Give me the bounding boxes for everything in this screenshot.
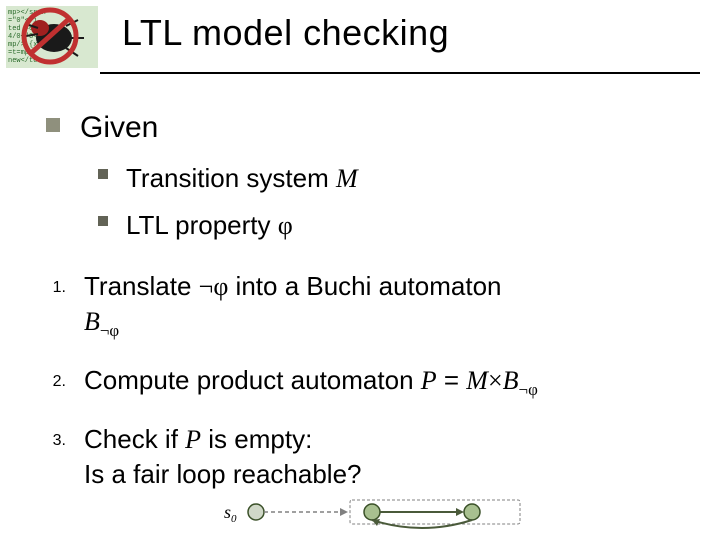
step-3-text: Check if P is empty: Is a fair loop reac… <box>84 422 362 492</box>
step-1: 1. Translate ¬φ into a Buchi automaton B… <box>26 269 696 343</box>
svg-text:s0: s0 <box>224 502 237 525</box>
given-label: Given <box>80 108 158 149</box>
slide-content: Given Transition system M LTL property φ… <box>26 108 696 541</box>
given-sub2-text: LTL property φ <box>126 208 293 243</box>
given-sub2: LTL property φ <box>26 208 696 243</box>
step-number: 2. <box>26 373 66 391</box>
given-sub1: Transition system M <box>26 161 696 196</box>
bug-logo: mp></span ="0"</i ted =e: 4/0<"3< mp/> {… <box>6 6 98 68</box>
step-2: 2. Compute product automaton P = M×B¬φ <box>26 363 696 402</box>
title-rule <box>100 72 700 74</box>
bullet-inner-icon <box>98 216 108 226</box>
fair-loop-diagram: s0 <box>224 492 524 536</box>
step-number: 1. <box>26 279 66 297</box>
step-number: 3. <box>26 432 66 450</box>
step-3: 3. Check if P is empty: Is a fair loop r… <box>26 422 696 492</box>
given-sub1-text: Transition system M <box>126 161 358 196</box>
slide-title: LTL model checking <box>122 12 449 54</box>
step-1-text: Translate ¬φ into a Buchi automaton B¬φ <box>84 269 502 343</box>
bullet-inner-icon <box>98 169 108 179</box>
given-row: Given <box>26 108 696 149</box>
step-2-text: Compute product automaton P = M×B¬φ <box>84 363 538 402</box>
bullet-outer-icon <box>46 118 60 132</box>
